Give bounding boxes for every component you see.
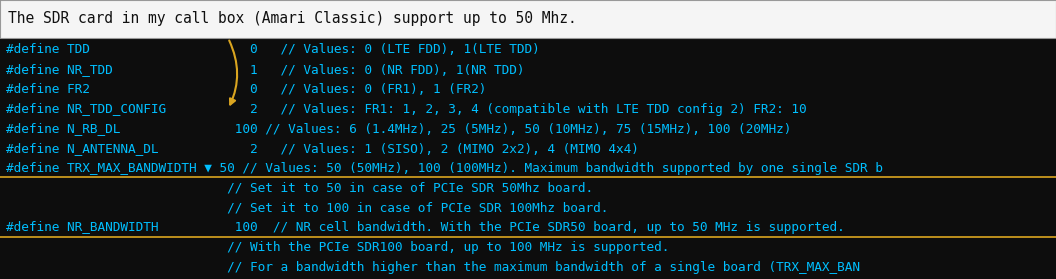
Text: The SDR card in my call box (Amari Classic) support up to 50 Mhz.: The SDR card in my call box (Amari Class… bbox=[8, 11, 577, 27]
FancyBboxPatch shape bbox=[0, 0, 1056, 38]
Text: #define TRX_MAX_BANDWIDTH ▼ 50 // Values: 50 (50MHz), 100 (100MHz). Maximum band: #define TRX_MAX_BANDWIDTH ▼ 50 // Values… bbox=[6, 162, 883, 175]
Text: #define NR_BANDWIDTH          100  // NR cell bandwidth. With the PCIe SDR50 boa: #define NR_BANDWIDTH 100 // NR cell band… bbox=[6, 221, 845, 234]
Text: // Set it to 100 in case of PCIe SDR 100Mhz board.: // Set it to 100 in case of PCIe SDR 100… bbox=[6, 201, 608, 214]
Text: #define FR2                     0   // Values: 0 (FR1), 1 (FR2): #define FR2 0 // Values: 0 (FR1), 1 (FR2… bbox=[6, 83, 487, 96]
Text: // Set it to 50 in case of PCIe SDR 50Mhz board.: // Set it to 50 in case of PCIe SDR 50Mh… bbox=[6, 182, 593, 195]
Text: #define N_RB_DL               100 // Values: 6 (1.4MHz), 25 (5MHz), 50 (10MHz), : #define N_RB_DL 100 // Values: 6 (1.4MHz… bbox=[6, 122, 791, 135]
Text: // With the PCIe SDR100 board, up to 100 MHz is supported.: // With the PCIe SDR100 board, up to 100… bbox=[6, 241, 670, 254]
Text: #define NR_TDD_CONFIG           2   // Values: FR1: 1, 2, 3, 4 (compatible with : #define NR_TDD_CONFIG 2 // Values: FR1: … bbox=[6, 103, 807, 116]
Text: // For a bandwidth higher than the maximum bandwidth of a single board (TRX_MAX_: // For a bandwidth higher than the maxim… bbox=[6, 261, 860, 274]
Text: #define N_ANTENNA_DL            2   // Values: 1 (SISO), 2 (MIMO 2x2), 4 (MIMO 4: #define N_ANTENNA_DL 2 // Values: 1 (SIS… bbox=[6, 142, 639, 155]
Text: #define TDD                     0   // Values: 0 (LTE FDD), 1(LTE TDD): #define TDD 0 // Values: 0 (LTE FDD), 1(… bbox=[6, 43, 540, 56]
Text: #define NR_TDD                  1   // Values: 0 (NR FDD), 1(NR TDD): #define NR_TDD 1 // Values: 0 (NR FDD), … bbox=[6, 63, 525, 76]
